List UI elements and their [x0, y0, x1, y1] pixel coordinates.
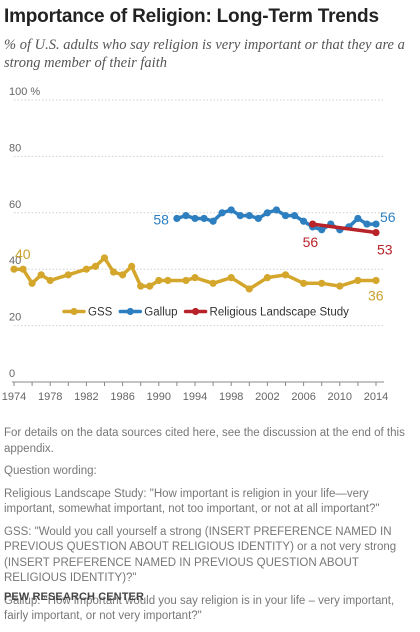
data-point — [245, 285, 253, 293]
notes-gss-wording: GSS: "Would you call yourself a strong (… — [4, 525, 397, 585]
data-label: 36 — [368, 287, 384, 303]
data-point — [227, 274, 235, 282]
x-tick-label: 1990 — [147, 391, 171, 403]
y-tick-label: 80 — [9, 142, 21, 154]
data-point — [290, 212, 299, 220]
data-point — [372, 228, 380, 237]
data-point — [318, 226, 326, 234]
data-point — [318, 279, 326, 287]
data-point — [281, 212, 290, 220]
legend-swatch-marker — [70, 307, 78, 316]
data-label: 53 — [377, 242, 393, 258]
data-point — [19, 265, 27, 273]
data-point — [100, 254, 109, 262]
notes: For details on the data sources cited he… — [4, 426, 414, 632]
x-tick-label: 1974 — [2, 391, 26, 403]
data-point — [309, 220, 317, 228]
data-point — [191, 274, 199, 282]
legend-label: Religious Landscape Study — [210, 307, 350, 319]
notes-details: For details on the data sources cited he… — [4, 427, 405, 455]
chart-subtitle: % of U.S. adults who say religion is ver… — [4, 37, 405, 71]
x-tick-label: 2010 — [328, 391, 352, 403]
y-tick-label: 0 — [9, 368, 15, 380]
data-point — [227, 206, 235, 214]
source-credit: PEW RESEARCH CENTER — [4, 591, 145, 603]
chart-title: Importance of Religion: Long-Term Trends — [4, 6, 379, 27]
y-tick-label: 20 — [9, 312, 21, 324]
data-point — [82, 265, 90, 273]
data-point — [354, 276, 362, 285]
x-tick-label: 1994 — [183, 391, 207, 403]
data-point — [10, 265, 18, 273]
data-label: 40 — [15, 246, 31, 262]
data-point — [263, 274, 271, 282]
data-label: 58 — [153, 211, 169, 227]
data-point — [354, 214, 362, 223]
data-point — [272, 206, 281, 214]
data-point — [209, 217, 217, 225]
data-point — [119, 271, 127, 279]
data-point — [218, 209, 226, 217]
x-tick-label: 1978 — [38, 391, 62, 403]
data-point — [372, 220, 380, 228]
y-tick-label: 60 — [9, 199, 21, 211]
data-point — [182, 276, 190, 285]
data-point — [91, 262, 100, 270]
data-point — [236, 212, 244, 220]
data-point — [173, 214, 181, 223]
data-point — [191, 214, 199, 223]
y-tick-label: 40 — [9, 255, 21, 267]
data-point — [182, 212, 190, 220]
data-point — [336, 282, 344, 290]
x-tick-label: 2014 — [364, 391, 388, 403]
data-point — [363, 220, 371, 228]
line-chart: 100 % 80 60 40 20 0 1974 1978 1982 1986 1990 1994 19… — [2, 86, 396, 403]
legend-label: GSS — [88, 307, 113, 319]
data-point — [209, 279, 217, 287]
data-point — [46, 276, 54, 285]
series-line-gss — [12, 256, 378, 291]
data-point — [281, 271, 290, 279]
legend-swatch-marker — [191, 307, 200, 316]
data-point — [128, 262, 136, 270]
data-point — [64, 271, 72, 279]
data-point — [372, 276, 380, 285]
data-point — [164, 276, 172, 285]
series-line-religious-landscape-study — [310, 222, 378, 235]
x-tick-label: 2006 — [291, 391, 315, 403]
data-point — [254, 214, 262, 223]
data-point — [300, 217, 308, 225]
data-point — [263, 209, 271, 217]
legend-label: Gallup — [144, 307, 177, 319]
x-tick-label: 1986 — [110, 391, 134, 403]
data-label: 56 — [303, 234, 319, 250]
data-point — [300, 279, 308, 287]
x-tick-label: 1982 — [74, 391, 98, 403]
x-tick-label: 2002 — [255, 391, 279, 403]
notes-wording-header: Question wording: — [4, 465, 97, 477]
data-point — [28, 279, 36, 287]
data-point — [155, 276, 163, 285]
data-label: 56 — [380, 209, 396, 225]
data-point — [37, 271, 45, 279]
data-point — [137, 282, 145, 290]
legend-swatch-marker — [126, 307, 134, 316]
notes-rls-wording: Religious Landscape Study: "How importan… — [4, 487, 380, 516]
figure: Importance of Religion: Long-Term Trends… — [2, 6, 405, 622]
data-point — [245, 212, 253, 220]
y-tick-label: 100 % — [9, 86, 40, 98]
data-point — [146, 282, 154, 290]
data-point — [109, 268, 118, 276]
x-tick-label: 1998 — [219, 391, 243, 403]
data-point — [200, 214, 208, 223]
